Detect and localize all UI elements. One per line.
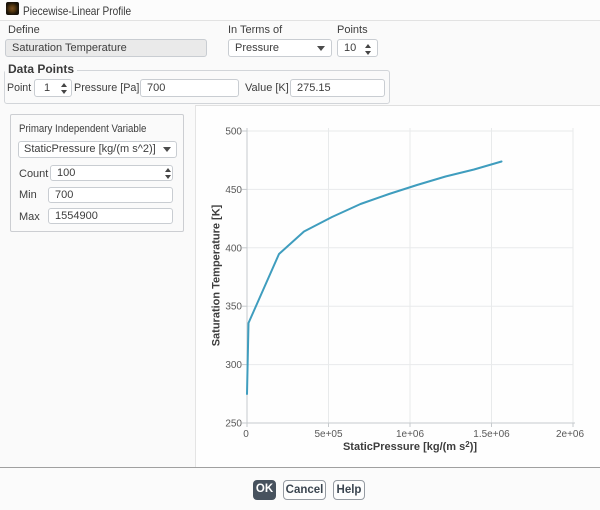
svg-text:500: 500 [225, 127, 242, 138]
svg-text:0: 0 [243, 429, 249, 440]
svg-text:2e+06: 2e+06 [556, 429, 585, 440]
svg-text:Saturation Temperature [K]: Saturation Temperature [K] [211, 204, 223, 346]
svg-text:1e+06: 1e+06 [396, 429, 425, 440]
svg-text:300: 300 [225, 360, 242, 371]
svg-text:StaticPressure [kg/(m s2)]: StaticPressure [kg/(m s2)] [343, 440, 477, 453]
svg-text:400: 400 [225, 243, 242, 254]
svg-text:350: 350 [225, 302, 242, 313]
svg-text:5e+05: 5e+05 [314, 429, 343, 440]
svg-text:1.5e+06: 1.5e+06 [473, 429, 510, 440]
svg-text:250: 250 [225, 419, 242, 430]
svg-text:450: 450 [225, 185, 242, 196]
